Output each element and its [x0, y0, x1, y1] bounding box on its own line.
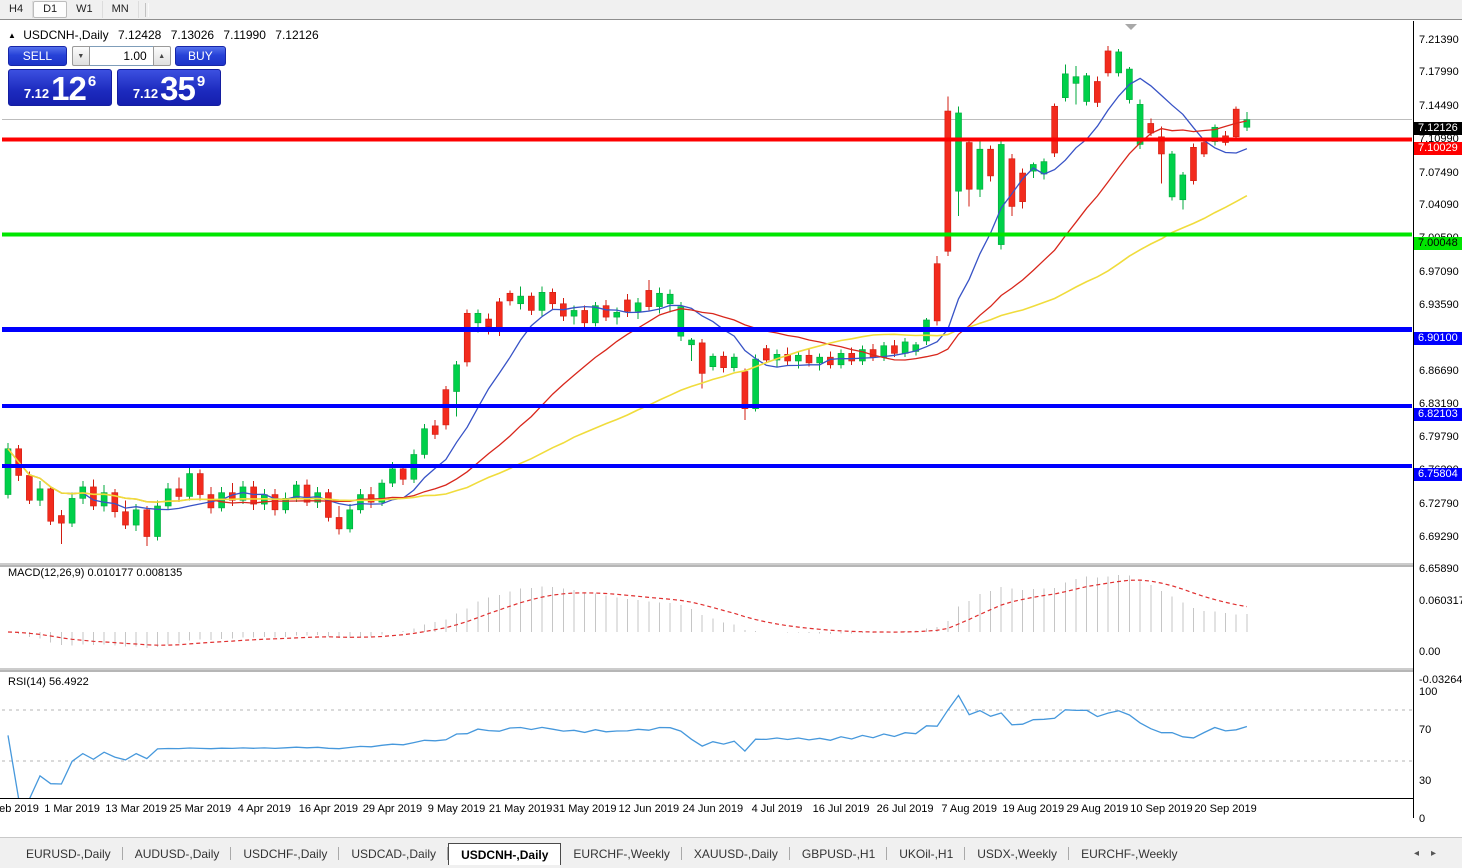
date-tick-label: 12 Jun 2019 [618, 803, 680, 815]
symbol-period-label: USDCNH-,Daily [23, 28, 109, 42]
chart-tab-usdcnh-daily[interactable]: USDCNH-,Daily [448, 843, 562, 865]
chart-tab-eurchf-weekly[interactable]: EURCHF-,Weekly [561, 843, 683, 865]
date-tick-label: 20 Sep 2019 [1194, 803, 1257, 815]
date-tick-label: 25 Mar 2019 [169, 803, 232, 815]
price-tick-label: 7.04090 [1419, 199, 1459, 212]
date-tick-label: 1 Mar 2019 [44, 803, 100, 815]
chart-tab-usdcad-daily[interactable]: USDCAD-,Daily [339, 843, 448, 865]
price-tick-label: 6.97090 [1419, 265, 1459, 278]
sell-price-prefix: 7.12 [23, 86, 50, 101]
buy-price-display[interactable]: 7.12 35 9 [117, 69, 221, 106]
price-tick-label: 7.21390 [1419, 34, 1459, 46]
collapse-trade-panel-icon[interactable]: ▲ [8, 31, 16, 40]
price-tick-label: 6.65890 [1419, 563, 1459, 576]
price-tick-label: 6.79790 [1419, 430, 1459, 443]
buy-price-sup: 9 [196, 73, 206, 90]
level-price-tag: 7.00048 [1414, 237, 1462, 251]
date-tick-label: 19 Aug 2019 [1002, 803, 1065, 815]
date-tick-label: 24 Jun 2019 [682, 803, 744, 815]
chart-tab-eurchf-weekly[interactable]: EURCHF-,Weekly [1081, 847, 1178, 861]
rsi-tick-label: 30 [1419, 774, 1432, 787]
volume-decrease-button[interactable]: ▼ [71, 46, 90, 66]
level-price-tag: 6.82103 [1414, 408, 1462, 422]
ohlc-low: 7.11990 [223, 28, 266, 42]
chart-tab-usdx-weekly[interactable]: USDX-,Weekly [965, 843, 1069, 865]
price-tick-label: 7.17990 [1419, 66, 1459, 79]
date-tick-label: 4 Jul 2019 [751, 803, 803, 815]
timeframe-mn-button[interactable]: MN [103, 1, 139, 18]
sell-button[interactable]: SELL [8, 46, 67, 66]
date-tick-label: 29 Aug 2019 [1066, 803, 1129, 815]
date-tick-label: 21 May 2019 [488, 803, 553, 815]
ohlc-close: 7.12126 [275, 28, 319, 42]
macd-indicator-label: MACD(12,26,9) 0.010177 0.008135 [8, 567, 183, 579]
chart-tab-ukoil-h1[interactable]: UKOil-,H1 [887, 843, 966, 865]
price-tick-label: 7.07490 [1419, 166, 1459, 179]
volume-increase-button[interactable]: ▲ [152, 46, 171, 66]
date-tick-label: 10 Sep 2019 [1130, 803, 1193, 815]
sell-price-big: 12 [51, 70, 87, 107]
price-tick-label: 6.83190 [1419, 398, 1459, 411]
one-click-trade-panel: SELL ▼ 1.00 ▲ BUY 7.12 12 6 7.12 35 9 [8, 46, 226, 106]
chart-tab-audusd-daily[interactable]: AUDUSD-,Daily [123, 843, 232, 865]
macd-tick-label: 0.060317 [1419, 595, 1462, 608]
date-tick-label: 19 Feb 2019 [0, 803, 39, 815]
ohlc-open: 7.12428 [117, 28, 162, 42]
price-tick-label: 6.72790 [1419, 497, 1459, 510]
buy-price-big: 35 [160, 70, 196, 107]
tab-scroll-arrows: ◂▸ [1414, 848, 1448, 859]
macd-tick-label: -0.032648 [1419, 673, 1462, 686]
date-tick-label: 29 Apr 2019 [362, 803, 423, 815]
date-tick-label: 31 May 2019 [552, 803, 617, 815]
level-price-tag: 7.10029 [1414, 141, 1462, 155]
timeframe-toolbar: H4 D1 W1 MN [0, 0, 1462, 20]
timeframe-h4-button[interactable]: H4 [0, 1, 34, 18]
chart-tab-gbpusd-h1[interactable]: GBPUSD-,H1 [790, 843, 888, 865]
chart-window: ▲ USDCNH-,Daily 7.12428 7.13026 7.11990 … [0, 19, 1462, 868]
timeframe-d1-button[interactable]: D1 [33, 1, 68, 18]
buy-price-prefix: 7.12 [132, 86, 159, 101]
date-tick-label: 7 Aug 2019 [941, 803, 998, 815]
chart-tab-eurusd-daily[interactable]: EURUSD-,Daily [14, 843, 123, 865]
current-price-tag: 7.12126 [1414, 121, 1462, 135]
rsi-tick-label: 100 [1419, 685, 1438, 698]
date-tick-label: 26 Jul 2019 [876, 803, 934, 815]
rsi-tick-label: 70 [1419, 724, 1432, 736]
chart-tab-bar: EURUSD-,Daily AUDUSD-,Daily USDCHF-,Daily U… [14, 843, 1190, 865]
level-price-tag: 6.75804 [1414, 468, 1462, 482]
ohlc-header: ▲ USDCNH-,Daily 7.12428 7.13026 7.11990 … [8, 28, 325, 42]
sell-price-sup: 6 [87, 73, 97, 90]
toolbar-divider [144, 2, 149, 17]
chart-tab-xauusd-daily[interactable]: XAUUSD-,Daily [682, 843, 790, 865]
price-axis[interactable]: 7.21390 7.17990 7.14490 7.10990 7.07490 7.040… [1413, 21, 1462, 825]
rsi-indicator-label: RSI(14) 56.4922 [8, 676, 89, 688]
price-tick-label: 6.93590 [1419, 299, 1459, 312]
chart-tab-usdchf-daily[interactable]: USDCHF-,Daily [231, 843, 340, 865]
date-tick-label: 13 Mar 2019 [105, 803, 168, 815]
price-tick-label: 6.86690 [1419, 365, 1459, 378]
timeframe-w1-button[interactable]: W1 [67, 1, 103, 18]
buy-button[interactable]: BUY [174, 46, 226, 66]
date-tick-label: 9 May 2019 [427, 803, 486, 815]
ohlc-high: 7.13026 [170, 28, 215, 42]
date-tick-label: 16 Jul 2019 [812, 803, 870, 815]
level-price-tag: 6.90100 [1414, 332, 1462, 345]
price-tick-label: 6.69290 [1419, 531, 1459, 544]
date-tick-label: 16 Apr 2019 [298, 803, 359, 815]
bottom-strip: EURUSD-,Daily AUDUSD-,Daily USDCHF-,Daily U… [0, 837, 1462, 868]
candlestick-chart[interactable] [0, 20, 1462, 848]
macd-tick-label: 0.00 [1419, 646, 1441, 658]
sell-price-display[interactable]: 7.12 12 6 [8, 69, 112, 106]
volume-input[interactable]: 1.00 [89, 46, 153, 66]
tab-scroll-right-icon[interactable]: ▸ [1430, 848, 1448, 859]
tab-scroll-left-icon[interactable]: ◂ [1413, 848, 1431, 859]
date-tick-label: 4 Apr 2019 [237, 803, 291, 815]
rsi-tick-label: 0 [1419, 812, 1426, 825]
price-tick-label: 7.14490 [1419, 99, 1459, 112]
